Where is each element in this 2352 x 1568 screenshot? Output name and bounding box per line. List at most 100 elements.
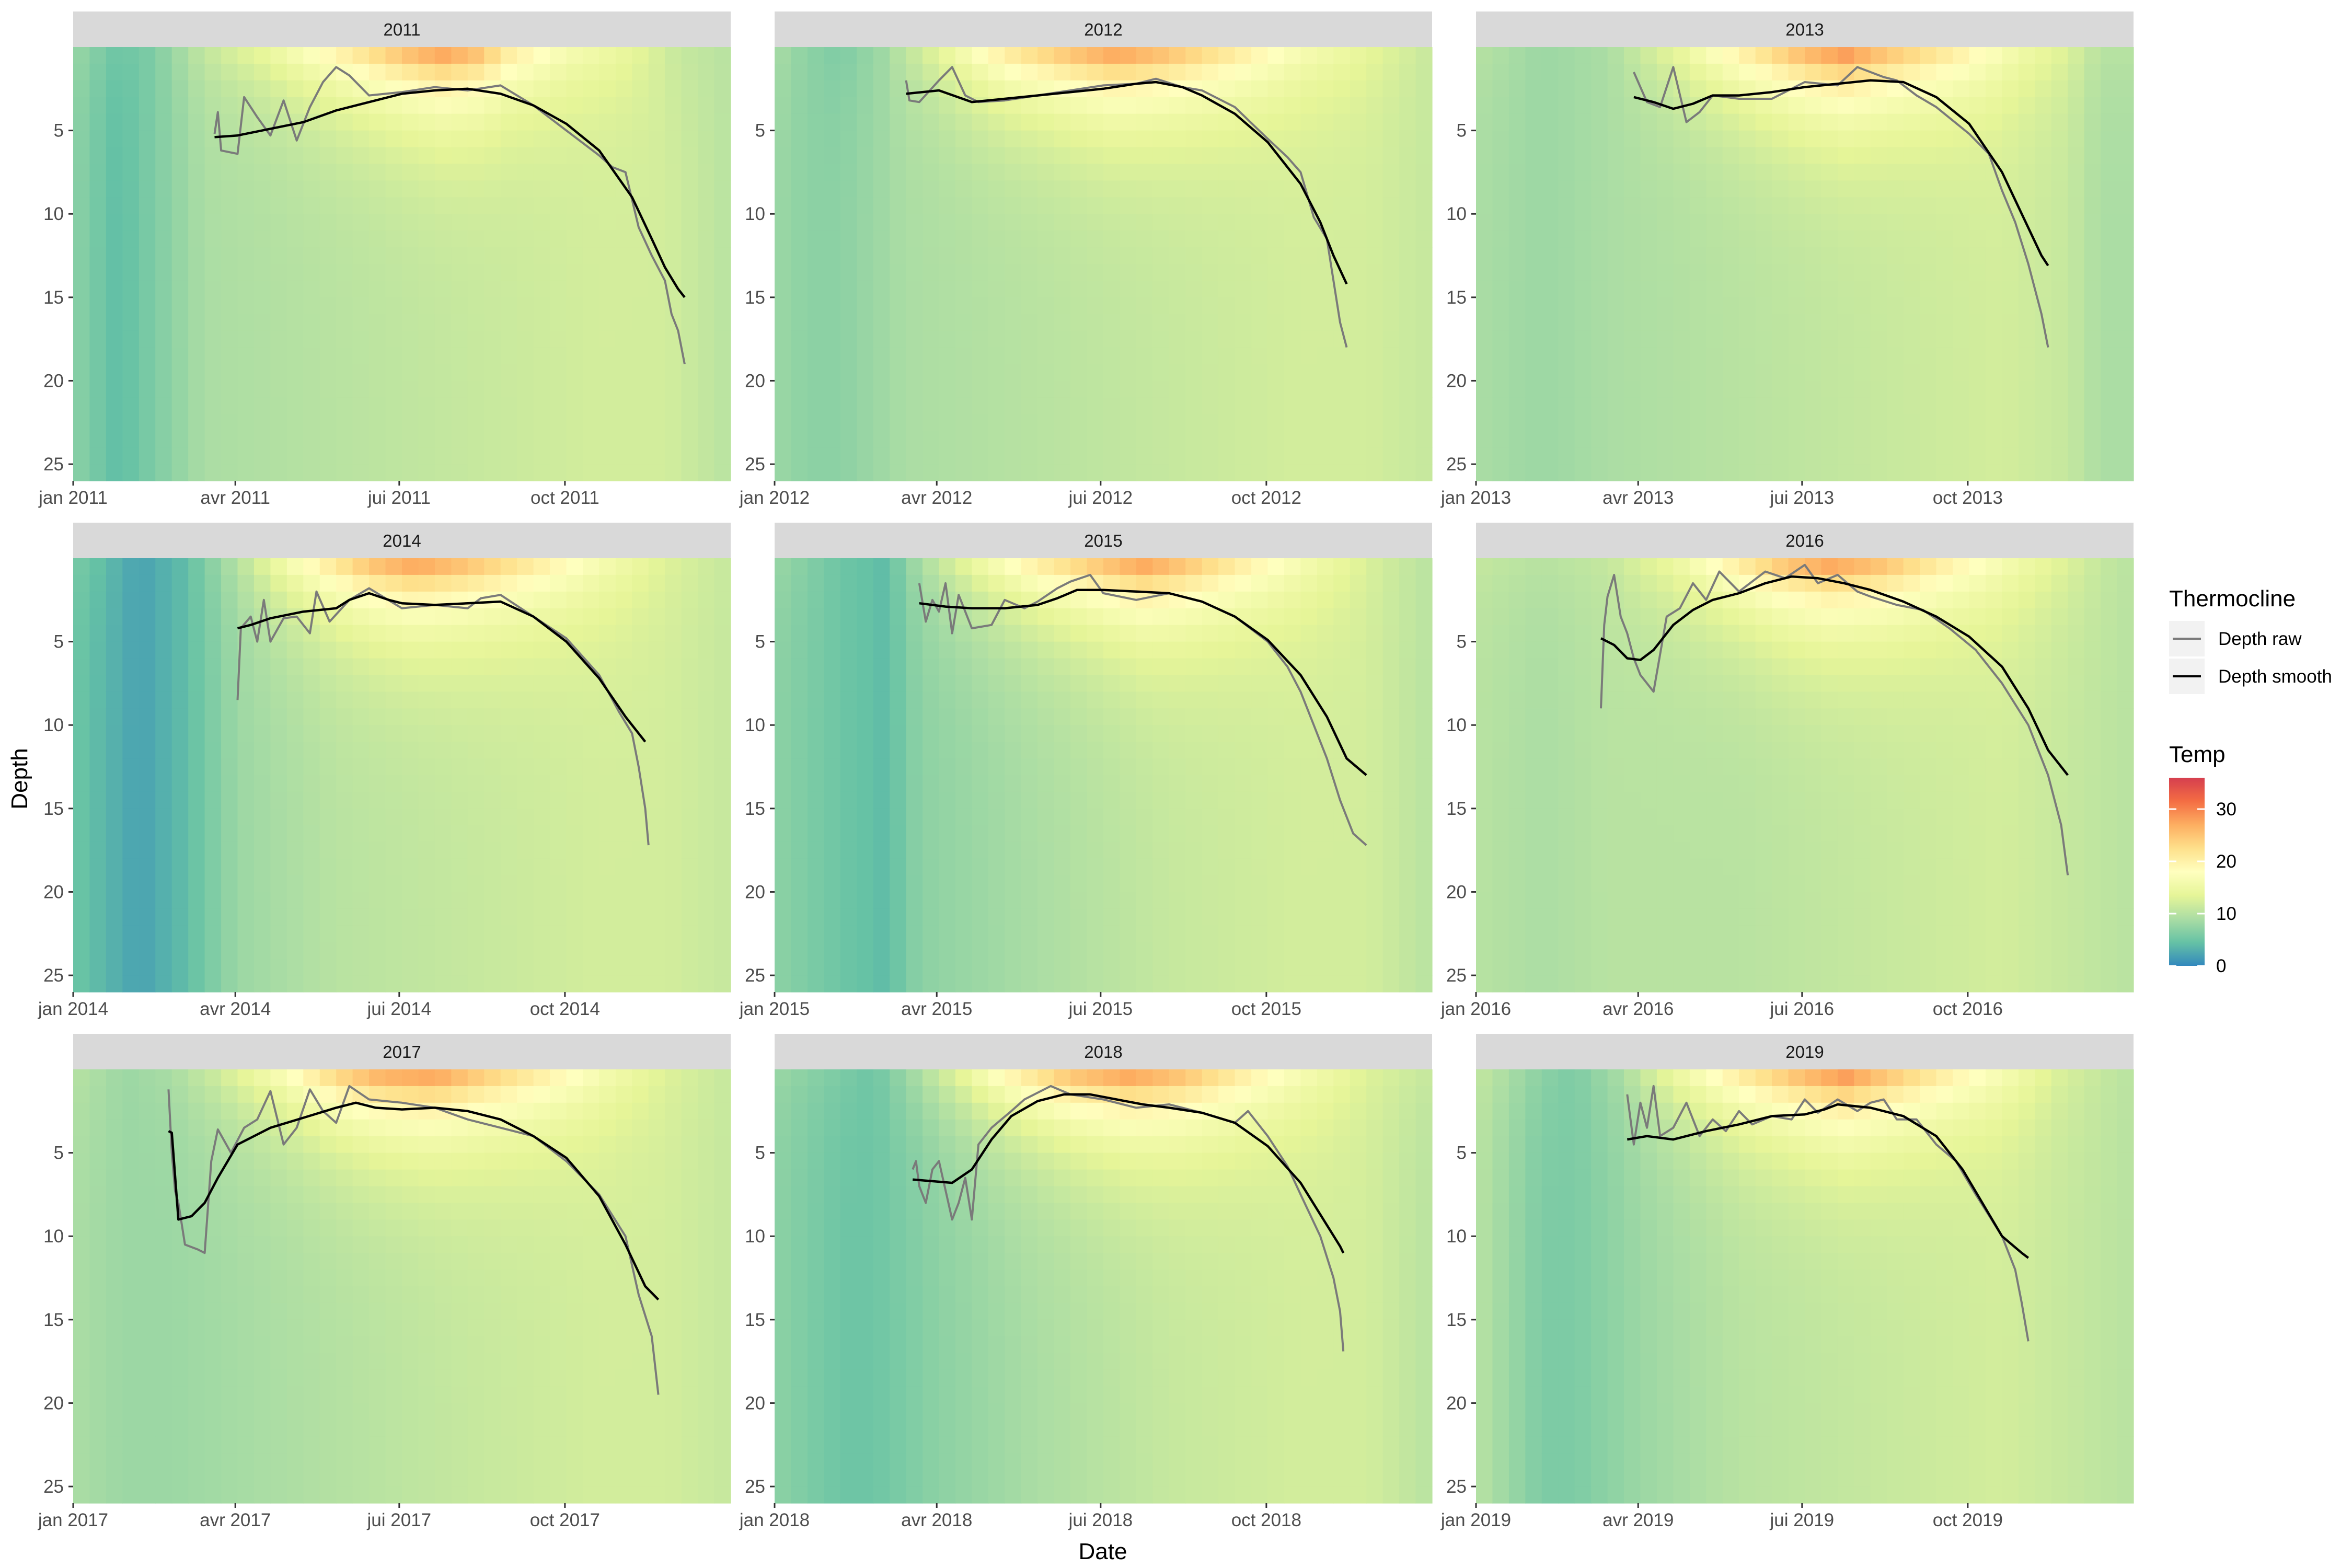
- heatmap-cell: [336, 80, 353, 98]
- heatmap-cell: [550, 97, 567, 114]
- heatmap-cell: [1837, 381, 1854, 398]
- heatmap-cell: [533, 197, 550, 214]
- heatmap-cell: [1903, 247, 1920, 264]
- heatmap-cell: [648, 347, 665, 365]
- heatmap-cell: [840, 431, 857, 448]
- heatmap-cell: [1591, 414, 1608, 431]
- heatmap-cell: [2051, 214, 2068, 231]
- heatmap-cell: [1169, 892, 1186, 909]
- heatmap-cell: [2002, 347, 2019, 365]
- heatmap-cell: [1673, 297, 1690, 315]
- heatmap-cell: [775, 641, 792, 659]
- heatmap-cell: [73, 280, 90, 298]
- heatmap-cell: [988, 164, 1005, 181]
- heatmap-cell: [1333, 80, 1351, 98]
- heatmap-cell: [1054, 130, 1071, 148]
- heatmap-cell: [1120, 808, 1137, 826]
- heatmap-cell: [188, 80, 205, 98]
- heatmap-cell: [106, 230, 123, 248]
- heatmap-cell: [484, 63, 501, 81]
- heatmap-cell: [467, 875, 485, 893]
- heatmap-cell: [467, 381, 485, 398]
- heatmap-cell: [1169, 875, 1186, 893]
- heatmap-cell: [1689, 330, 1707, 348]
- heatmap-cell: [988, 875, 1005, 893]
- heatmap-cell: [1837, 264, 1854, 281]
- heatmap-cell: [939, 825, 956, 843]
- heatmap-cell: [1103, 942, 1121, 959]
- heatmap-cell: [698, 364, 715, 382]
- heatmap-cell: [2117, 47, 2134, 64]
- heatmap-cell: [155, 280, 172, 298]
- heatmap-cell: [1005, 925, 1022, 942]
- heatmap-cell: [286, 892, 304, 909]
- heatmap-cell: [566, 691, 583, 709]
- heatmap-cell: [1333, 180, 1351, 198]
- heatmap-cell: [1382, 197, 1400, 214]
- heatmap-cell: [1903, 264, 1920, 281]
- heatmap-cell: [418, 180, 435, 198]
- heatmap-cell: [221, 230, 238, 248]
- heatmap-cell: [1350, 180, 1367, 198]
- heatmap-cell: [791, 113, 808, 131]
- heatmap-cell: [698, 858, 715, 876]
- heatmap-cell: [418, 297, 435, 315]
- heatmap-cell: [434, 314, 452, 331]
- heatmap-cell: [775, 464, 792, 481]
- heatmap-cell: [517, 280, 534, 298]
- heatmap-cell: [122, 608, 140, 626]
- heatmap-cell: [1788, 214, 1805, 231]
- heatmap-cell: [807, 431, 824, 448]
- heatmap-cell: [89, 975, 107, 993]
- heatmap-cell: [418, 742, 435, 759]
- heatmap-cell: [369, 758, 386, 776]
- heatmap-cell: [1218, 164, 1236, 181]
- heatmap-cell: [188, 431, 205, 448]
- heatmap-cell: [500, 147, 517, 165]
- heatmap-cell: [1607, 130, 1624, 148]
- heatmap-cell: [1218, 725, 1236, 742]
- heatmap-cell: [1591, 80, 1608, 98]
- heatmap-cell: [939, 675, 956, 692]
- heatmap-cell: [890, 264, 907, 281]
- heatmap-cell: [237, 214, 255, 231]
- heatmap-cell: [775, 347, 792, 365]
- heatmap-cell: [402, 214, 419, 231]
- heatmap-cell: [402, 230, 419, 248]
- heatmap-cell: [1607, 97, 1624, 114]
- heatmap-cell: [402, 397, 419, 414]
- heatmap-cell: [188, 591, 205, 609]
- heatmap-cell: [698, 330, 715, 348]
- heatmap-cell: [1054, 708, 1071, 725]
- heatmap-cell: [1120, 858, 1137, 876]
- heatmap-cell: [1706, 130, 1723, 148]
- heatmap-cell: [566, 925, 583, 942]
- heatmap-cell: [286, 725, 304, 742]
- heatmap-cell: [566, 147, 583, 165]
- facet-strip-label: 2014: [383, 531, 421, 550]
- heatmap-cell: [2084, 130, 2101, 148]
- heatmap-cell: [681, 608, 698, 626]
- heatmap-cell: [1251, 447, 1269, 465]
- heatmap-cell: [775, 264, 792, 281]
- heatmap-cell: [1120, 347, 1137, 365]
- heatmap-cell: [106, 608, 123, 626]
- heatmap-cell: [73, 775, 90, 792]
- heatmap-cell: [648, 742, 665, 759]
- heatmap-cell: [1037, 675, 1055, 692]
- heatmap-cell: [615, 347, 632, 365]
- heatmap-cell: [890, 197, 907, 214]
- heatmap-cell: [484, 925, 501, 942]
- heatmap-cell: [1202, 264, 1219, 281]
- heatmap-cell: [550, 130, 567, 148]
- heatmap-cell: [1317, 464, 1334, 481]
- facet-strip-label: 2011: [384, 20, 421, 39]
- heatmap-cell: [1953, 431, 1970, 448]
- heatmap-cell: [1054, 942, 1071, 959]
- heatmap-cell: [824, 791, 841, 809]
- heatmap-cell: [550, 464, 567, 481]
- heatmap-cell: [286, 691, 304, 709]
- heatmap-cell: [369, 892, 386, 909]
- heatmap-cell: [807, 247, 824, 264]
- heatmap-cell: [1476, 113, 1493, 131]
